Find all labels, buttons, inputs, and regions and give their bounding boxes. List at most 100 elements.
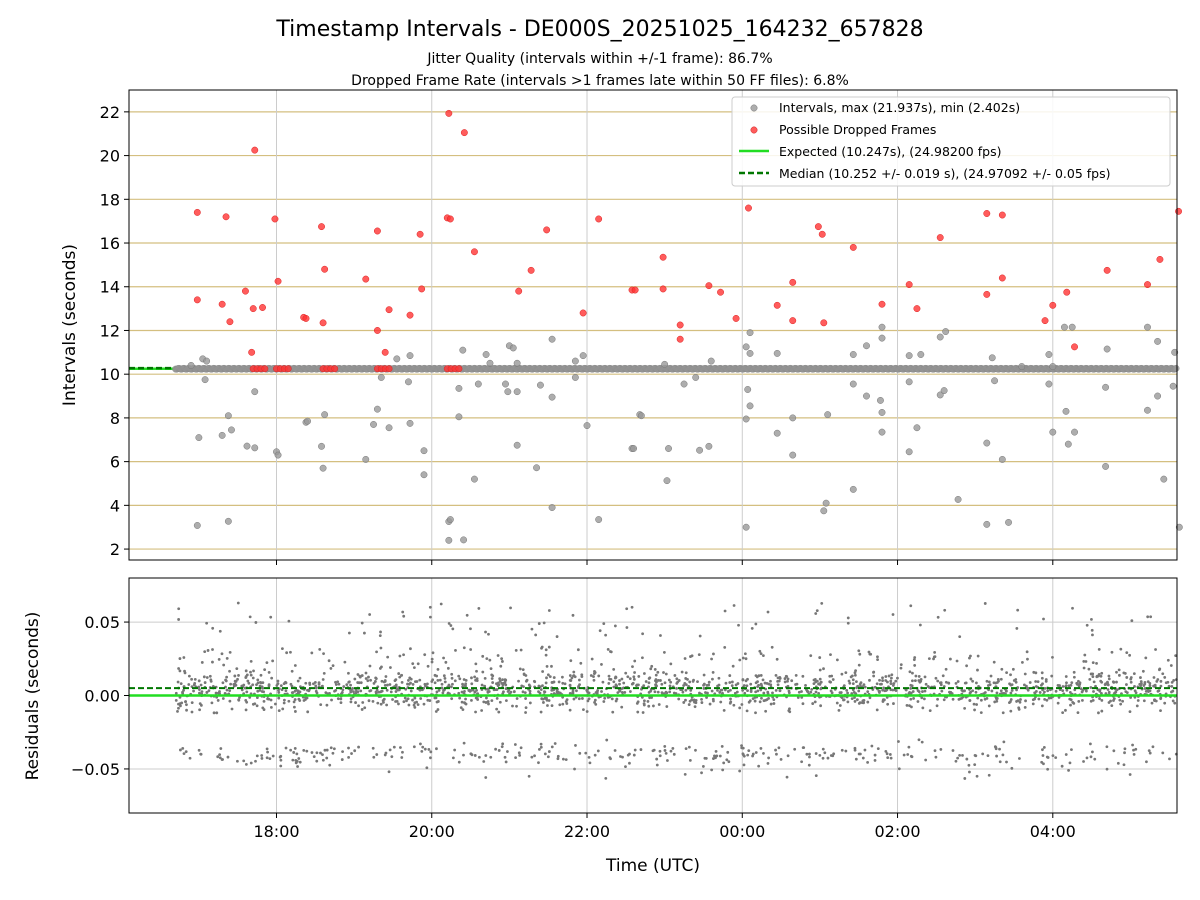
residual-point (776, 679, 780, 683)
top-y-axis-label: Intervals (seconds) (60, 244, 80, 406)
residual-point (177, 702, 180, 706)
dropped-frame-point (1049, 301, 1057, 309)
residual-point (411, 682, 415, 686)
residual-point (524, 679, 528, 683)
interval-point (637, 412, 645, 420)
residual-point (428, 605, 432, 609)
residual-point (992, 660, 996, 664)
residual-point (281, 647, 284, 650)
residual-point (615, 697, 619, 701)
residual-point (290, 684, 294, 688)
residual-point (647, 681, 651, 685)
residual-point (441, 691, 445, 695)
residual-point (542, 701, 545, 704)
residual-point (912, 697, 915, 700)
residual-point (620, 705, 624, 709)
residual-point (211, 660, 214, 664)
interval-point (304, 417, 311, 425)
residual-point (905, 703, 909, 707)
residual-point (449, 624, 453, 627)
residual-point (821, 756, 825, 760)
residual-point (361, 701, 365, 704)
residual-point (1174, 654, 1178, 658)
residual-point (1001, 753, 1005, 757)
residual-point (343, 660, 347, 664)
residual-point (310, 751, 314, 754)
residual-point (1079, 687, 1083, 691)
residual-point (732, 604, 736, 607)
interval-point (533, 464, 541, 472)
residual-point (412, 745, 416, 749)
residual-point (1145, 760, 1148, 764)
residual-point (1157, 689, 1161, 693)
residual-point (747, 749, 751, 752)
residual-point (819, 704, 823, 708)
residual-point (1072, 675, 1076, 679)
residual-point (814, 774, 818, 778)
residual-point (518, 754, 522, 757)
residual-point (844, 671, 848, 675)
dropped-frame-point (595, 215, 603, 223)
residual-point (1046, 767, 1050, 771)
residual-point (738, 769, 742, 773)
residual-point (769, 702, 773, 706)
residual-point (632, 675, 636, 679)
residual-point (1125, 691, 1129, 695)
residual-point (810, 687, 814, 691)
residual-point (759, 688, 763, 692)
interval-point (455, 384, 463, 392)
residual-point (655, 757, 659, 761)
dropped-frame-point (820, 319, 828, 327)
residual-point (1148, 684, 1152, 688)
residual-point (766, 610, 770, 614)
residual-point (252, 669, 255, 673)
residual-point (293, 747, 297, 750)
residual-point (933, 650, 937, 654)
residual-point (368, 613, 372, 616)
residual-point (1128, 653, 1132, 657)
residual-point (341, 750, 344, 754)
residual-point (296, 765, 299, 768)
residual-point (225, 656, 229, 660)
residual-point (553, 742, 557, 745)
residual-point (267, 684, 271, 688)
residual-point (379, 630, 382, 634)
residual-point (650, 664, 654, 668)
residual-point (729, 700, 733, 704)
residual-point (684, 747, 688, 751)
residual-point (1023, 706, 1027, 709)
residual-point (497, 710, 501, 714)
residual-point (783, 680, 787, 684)
residual-point (822, 667, 825, 671)
residual-point (336, 680, 340, 684)
residual-point (850, 692, 854, 695)
residual-point (563, 682, 567, 686)
residual-point (1121, 699, 1125, 703)
residual-point (766, 762, 770, 765)
residual-point (388, 683, 392, 686)
residual-point (419, 697, 423, 700)
residual-point (1139, 684, 1143, 688)
residual-point (731, 664, 735, 668)
residual-point (866, 760, 870, 764)
residual-point (1170, 684, 1174, 688)
residual-point (886, 702, 890, 706)
residual-point (540, 645, 544, 649)
residual-point (1061, 689, 1065, 693)
residual-point (274, 702, 277, 706)
residual-point (702, 687, 706, 690)
residual-point (607, 682, 611, 685)
residual-point (728, 674, 732, 677)
residual-point (215, 711, 219, 715)
residual-point (844, 749, 848, 753)
residual-point (884, 750, 888, 753)
residual-point (633, 748, 637, 752)
residual-point (458, 696, 462, 700)
residual-point (1082, 659, 1086, 663)
residual-point (811, 702, 815, 705)
residual-point (314, 686, 318, 690)
residual-point (312, 755, 316, 759)
residual-point (743, 691, 747, 695)
residual-point (587, 756, 591, 759)
residual-point (818, 677, 822, 681)
